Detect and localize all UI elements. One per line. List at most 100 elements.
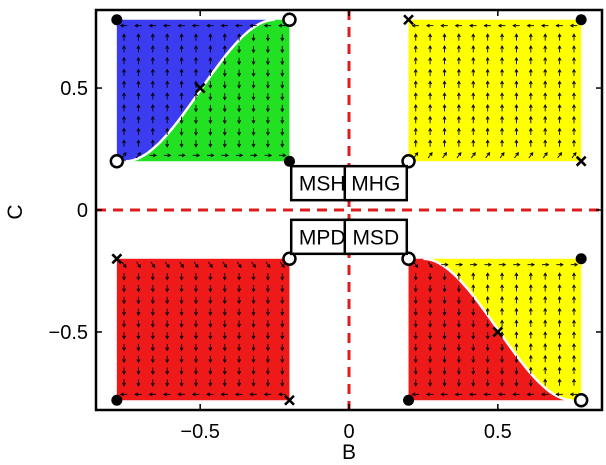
field-arrow-head: [500, 103, 504, 108]
field-arrow-lower-left: [150, 273, 155, 281]
field-arrow-head: [194, 347, 198, 352]
marker-dot: [575, 253, 587, 265]
x-tick-label: 0: [343, 421, 354, 443]
field-arrow-head: [122, 80, 126, 85]
field-arrow-shaft: [427, 261, 433, 268]
field-arrow-head: [514, 127, 519, 132]
field-arrow-head: [543, 92, 548, 97]
field-arrow-head: [557, 92, 562, 97]
field-arrow-head: [280, 323, 285, 328]
field-arrow-upper-right: [500, 103, 504, 112]
field-arrow-head: [526, 23, 531, 28]
field-arrow-head: [222, 335, 227, 340]
field-arrow-upper-right: [526, 23, 535, 28]
field-arrow-lower-left: [280, 273, 285, 281]
field-arrow-lower-left: [280, 332, 285, 340]
field-arrow-upper-right: [456, 139, 461, 147]
field-arrow-head: [528, 56, 533, 61]
field-arrow-lower-left: [150, 367, 155, 375]
field-arrow-head: [222, 312, 227, 317]
field-arrow-head: [456, 92, 461, 97]
field-arrow-head: [251, 143, 256, 148]
field-arrow-head: [529, 151, 534, 156]
field-arrow-head: [528, 307, 533, 312]
field-arrow-head: [208, 300, 213, 305]
field-arrow-upper-left: [237, 93, 242, 101]
field-arrow-lower-right: [413, 379, 418, 387]
field-arrow-head: [280, 143, 285, 148]
field-arrow-lower-right: [572, 284, 576, 292]
field-arrow-lower-left: [251, 273, 256, 281]
field-arrow-shaft: [265, 261, 271, 268]
marker-cross: [575, 155, 587, 167]
field-arrow-upper-left: [237, 116, 242, 125]
field-arrow-lower-right: [557, 284, 562, 292]
field-arrow-head: [208, 131, 213, 136]
field-arrow-upper-right: [543, 103, 548, 112]
field-arrow-lower-right: [471, 284, 476, 292]
field-arrow-upper-right: [500, 115, 504, 124]
field-arrow-head: [280, 347, 285, 352]
field-arrow-lower-left: [179, 285, 184, 293]
field-arrow-head: [191, 392, 196, 397]
field-arrow-head: [456, 347, 461, 352]
field-arrow-head: [545, 262, 550, 267]
field-arrow-head: [471, 323, 476, 328]
field-arrow-lower-right: [471, 332, 476, 340]
field-arrow-upper-left: [194, 56, 198, 65]
field-arrow-lower-left: [208, 308, 213, 317]
field-arrow-lower-left: [122, 367, 126, 375]
field-arrow-lower-right: [572, 366, 576, 375]
field-arrow-upper-left: [222, 45, 227, 53]
field-arrow-head: [543, 33, 548, 38]
field-arrow-upper-right: [557, 103, 562, 112]
field-arrow-head: [456, 382, 461, 387]
field-arrow-upper-left: [150, 139, 155, 147]
field-arrow-upper-right: [471, 33, 476, 41]
field-arrow-head: [179, 300, 184, 305]
field-arrow-upper-right: [413, 103, 418, 112]
field-arrow-lower-right: [485, 343, 490, 352]
field-arrow-upper-left: [265, 93, 270, 101]
field-arrow-head: [150, 56, 155, 61]
field-arrow-upper-left: [150, 45, 155, 53]
field-arrow-head: [485, 295, 490, 300]
field-arrow-upper-left: [280, 128, 285, 136]
field-arrow-lower-left: [150, 285, 155, 293]
field-arrow-head: [572, 272, 576, 277]
field-arrow-lower-left: [165, 355, 170, 364]
field-arrow-upper-left: [150, 115, 155, 124]
field-arrow-lower-right: [413, 320, 418, 328]
field-arrow-upper-left: [165, 103, 170, 112]
field-arrow-head: [165, 56, 170, 61]
field-arrow-head: [428, 359, 433, 364]
field-arrow-head: [122, 264, 127, 269]
field-arrow-head: [237, 143, 242, 148]
field-arrow-head: [278, 23, 283, 28]
field-arrow-upper-right: [456, 115, 461, 124]
field-arrow-head: [413, 92, 418, 97]
field-arrow-head: [413, 103, 418, 108]
field-arrow-upper-left: [237, 45, 242, 54]
field-arrow-shaft: [514, 152, 519, 159]
field-arrow-head: [471, 284, 476, 289]
field-arrow-upper-right: [425, 23, 434, 28]
field-arrow-lower-left: [234, 392, 243, 397]
field-arrow-head: [456, 139, 461, 144]
field-arrow-head: [515, 151, 519, 156]
field-arrow-head: [237, 370, 242, 375]
field-arrow-upper-left: [265, 140, 270, 148]
field-arrow-upper-right: [528, 115, 533, 124]
field-arrow-upper-left: [179, 33, 184, 41]
field-arrow-lower-right: [528, 284, 533, 292]
field-arrow-head: [237, 108, 242, 113]
field-arrow-lower-left: [237, 367, 242, 375]
field-arrow-head: [413, 382, 418, 387]
field-arrow-head: [237, 359, 242, 364]
field-arrow-upper-right: [500, 45, 504, 53]
field-arrow-head: [413, 359, 418, 364]
field-arrow-head: [557, 127, 562, 132]
field-arrow-head: [179, 276, 184, 281]
x-axis-label: B: [342, 441, 356, 464]
field-arrow-head: [208, 347, 213, 352]
